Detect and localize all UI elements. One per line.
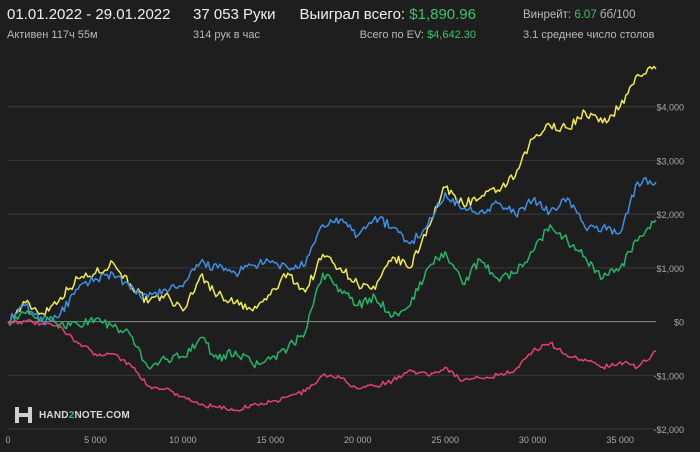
- series-line-won: [7, 219, 657, 370]
- hand2note-logo: HAND2NOTE.COM: [14, 405, 130, 425]
- x-tick-label: 30 000: [519, 435, 547, 445]
- x-tick-label: 0: [5, 435, 10, 445]
- hands-per-hour: 314 рук в час: [193, 29, 261, 41]
- ev-total-label: Всего по EV:: [359, 29, 424, 41]
- hand2note-logo-icon: [14, 405, 34, 425]
- y-tick-label: $2,000: [656, 210, 684, 220]
- stats-header: 01.01.2022 - 29.01.2022 Активен 117ч 55м…: [0, 0, 700, 46]
- y-tick-label: $3,000: [656, 156, 684, 166]
- winrate-label: Винрейт:: [523, 9, 572, 21]
- x-tick-label: 5 000: [84, 435, 107, 445]
- winrate: Винрейт: 6.07 бб/100: [523, 9, 635, 21]
- x-tick-label: 15 000: [257, 435, 285, 445]
- y-tick-label: -$2,000: [653, 425, 684, 435]
- won-total-value: $1,890.96: [409, 6, 476, 23]
- y-tick-label: $1,000: [656, 264, 684, 274]
- avg-tables: 3.1 среднее число столов: [523, 29, 655, 41]
- x-tick-label: 10 000: [169, 435, 197, 445]
- active-time: Активен 117ч 55м: [7, 29, 98, 41]
- series-line-showdown: [7, 176, 657, 326]
- winrate-value: 6.07: [574, 9, 597, 21]
- date-range: 01.01.2022 - 29.01.2022: [7, 6, 171, 23]
- ev-total: Всего по EV: $4,642.30: [0, 29, 476, 41]
- y-tick-label: $4,000: [656, 103, 684, 113]
- series-line-non-showdown: [7, 319, 657, 412]
- ev-total-value: $4,642.30: [427, 29, 476, 41]
- series-line-ev: [7, 65, 657, 325]
- x-tick-label: 25 000: [431, 435, 459, 445]
- won-total: Выиграл всего: $1,890.96: [0, 6, 476, 23]
- hand2note-logo-text: HAND2NOTE.COM: [39, 409, 130, 421]
- x-tick-label: 35 000: [606, 435, 634, 445]
- y-tick-label: -$1,000: [653, 371, 684, 381]
- won-total-label: Выиграл всего:: [299, 6, 406, 23]
- winrate-unit: бб/100: [599, 9, 636, 21]
- x-tick-label: 20 000: [344, 435, 372, 445]
- y-tick-label: $0: [674, 318, 684, 328]
- hands-count: 37 053 Руки: [193, 6, 276, 23]
